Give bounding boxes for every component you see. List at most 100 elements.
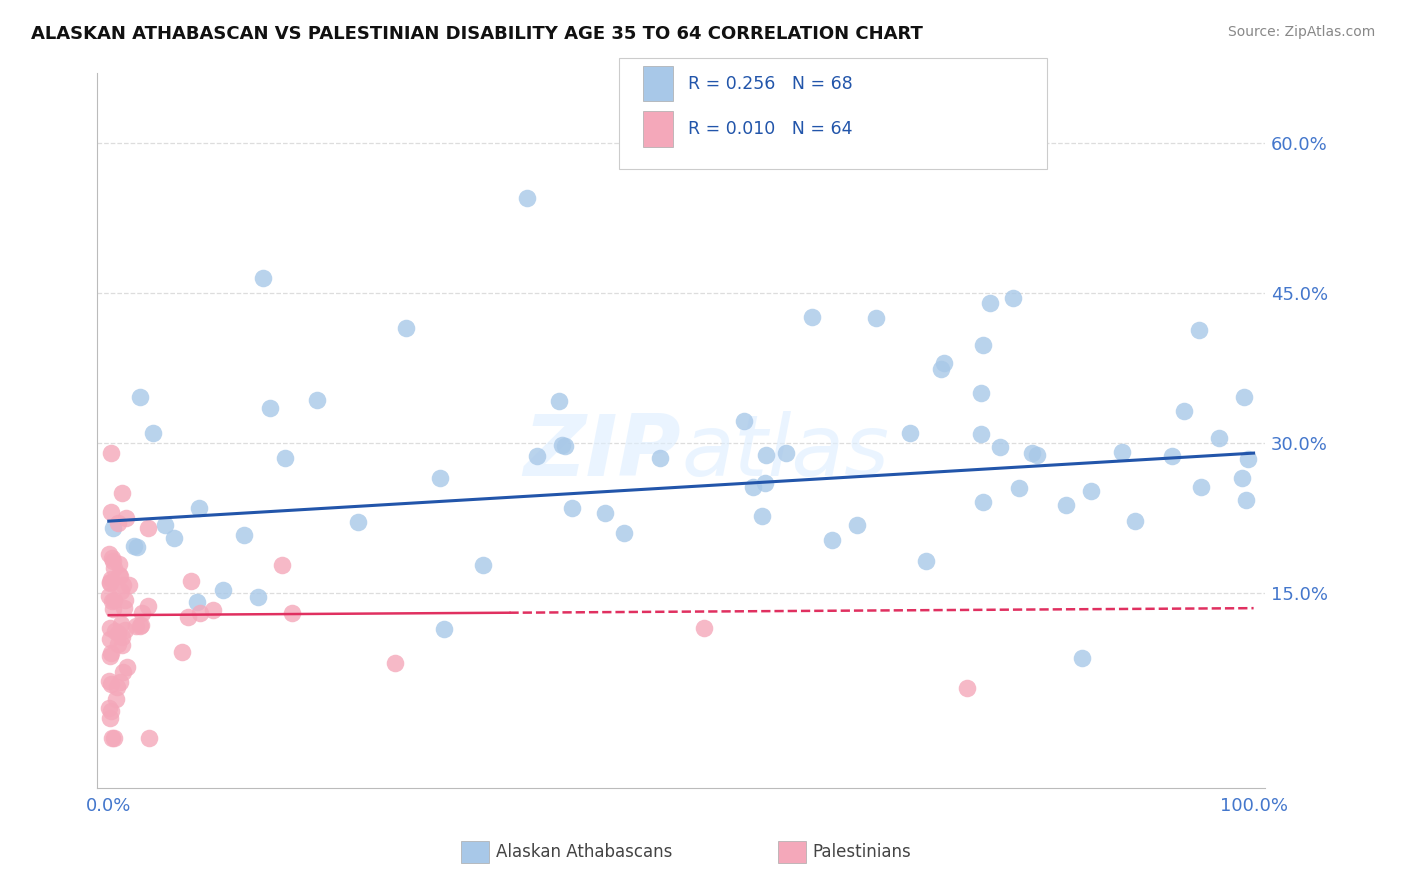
Point bbox=[115, 660, 138, 674]
Point bbox=[1233, 391, 1256, 405]
Point bbox=[550, 438, 572, 452]
Point bbox=[1008, 481, 1031, 495]
Point bbox=[1054, 498, 1077, 512]
Point bbox=[775, 445, 797, 459]
Point bbox=[100, 572, 122, 586]
Point bbox=[1234, 493, 1257, 508]
Point bbox=[554, 439, 576, 453]
Point bbox=[900, 425, 922, 440]
Point bbox=[754, 476, 776, 491]
Point bbox=[1080, 483, 1102, 498]
Point bbox=[100, 646, 122, 660]
Point bbox=[821, 533, 844, 548]
Point bbox=[110, 584, 132, 599]
Point bbox=[97, 547, 120, 561]
Point bbox=[274, 450, 297, 465]
Point bbox=[170, 645, 193, 659]
Point bbox=[103, 731, 125, 746]
Point bbox=[110, 568, 132, 582]
Point bbox=[1123, 514, 1146, 528]
Point bbox=[232, 527, 254, 541]
Point bbox=[100, 676, 122, 690]
Point bbox=[972, 338, 994, 352]
Point bbox=[979, 296, 1001, 310]
Point bbox=[1230, 471, 1253, 485]
Point bbox=[1026, 448, 1049, 462]
Point bbox=[548, 394, 571, 409]
Point bbox=[956, 681, 979, 696]
Point bbox=[846, 518, 869, 533]
Point bbox=[103, 593, 125, 607]
Text: ZIP: ZIP bbox=[523, 410, 681, 493]
Text: atlas: atlas bbox=[681, 410, 889, 493]
Point bbox=[98, 621, 121, 635]
Point bbox=[801, 310, 824, 324]
Point bbox=[307, 393, 329, 408]
Point bbox=[1111, 444, 1133, 458]
Point bbox=[561, 500, 583, 515]
Point bbox=[100, 704, 122, 718]
Point bbox=[1161, 450, 1184, 464]
Point bbox=[107, 516, 129, 530]
Point bbox=[212, 582, 235, 597]
Point bbox=[934, 356, 956, 370]
Point bbox=[1188, 323, 1211, 337]
Point bbox=[111, 630, 134, 644]
Point bbox=[201, 602, 224, 616]
Point bbox=[252, 271, 274, 285]
Text: Alaskan Athabascans: Alaskan Athabascans bbox=[496, 843, 672, 862]
Point bbox=[259, 401, 281, 415]
Point bbox=[395, 321, 418, 335]
Point bbox=[108, 567, 131, 582]
Point bbox=[136, 521, 159, 535]
Point bbox=[1236, 451, 1258, 466]
Point bbox=[111, 486, 134, 500]
Point bbox=[104, 692, 127, 706]
Point bbox=[471, 558, 494, 573]
Point bbox=[742, 480, 765, 494]
Point bbox=[733, 414, 755, 428]
Point bbox=[433, 622, 456, 636]
Point bbox=[100, 551, 122, 566]
Point bbox=[1173, 404, 1195, 418]
Point bbox=[101, 521, 124, 535]
Point bbox=[124, 619, 146, 633]
Point bbox=[188, 500, 211, 515]
Point bbox=[516, 191, 538, 205]
Point bbox=[1002, 291, 1025, 305]
Text: R = 0.256   N = 68: R = 0.256 N = 68 bbox=[688, 75, 852, 93]
Text: R = 0.010   N = 64: R = 0.010 N = 64 bbox=[688, 120, 852, 137]
Point bbox=[972, 495, 994, 509]
Point bbox=[100, 446, 122, 460]
Point bbox=[111, 638, 134, 652]
Point bbox=[98, 576, 121, 591]
Point bbox=[188, 607, 211, 621]
Point bbox=[1070, 651, 1092, 665]
Point bbox=[915, 554, 938, 568]
Point bbox=[101, 731, 124, 746]
Point bbox=[101, 602, 124, 616]
Point bbox=[100, 505, 122, 519]
Point bbox=[131, 606, 153, 620]
Point bbox=[929, 362, 952, 376]
Point bbox=[118, 578, 141, 592]
Point bbox=[115, 511, 138, 525]
Point bbox=[751, 509, 773, 524]
Point bbox=[650, 451, 672, 466]
Point bbox=[153, 518, 176, 533]
Point bbox=[180, 574, 202, 588]
Point bbox=[429, 470, 451, 484]
Point bbox=[98, 632, 121, 646]
Point bbox=[98, 648, 121, 663]
Point bbox=[755, 448, 778, 462]
Point bbox=[107, 637, 129, 651]
Point bbox=[107, 558, 129, 572]
Point bbox=[101, 554, 124, 568]
Point bbox=[595, 506, 617, 520]
Point bbox=[114, 623, 136, 637]
Point bbox=[98, 711, 121, 725]
Point bbox=[281, 606, 304, 620]
Point bbox=[970, 427, 993, 442]
Point bbox=[988, 440, 1011, 454]
Point bbox=[97, 674, 120, 689]
